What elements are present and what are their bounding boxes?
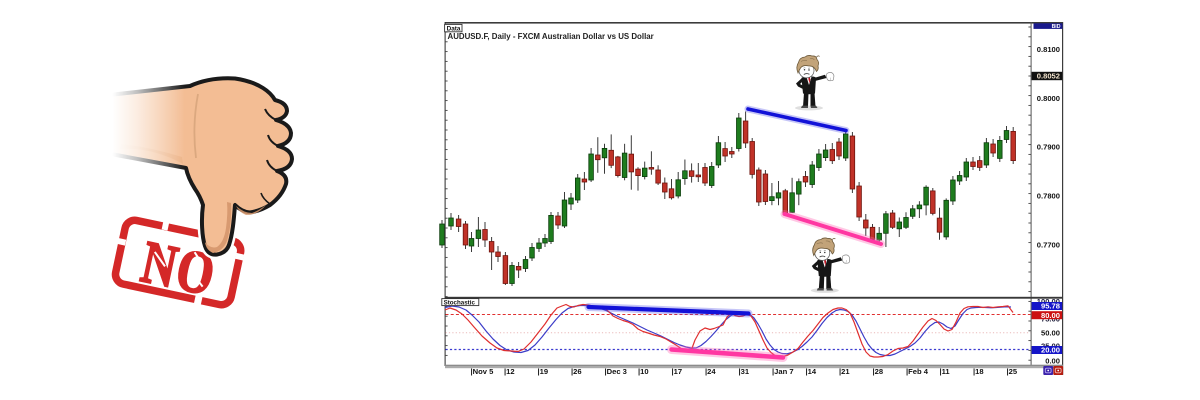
svg-text:|21: |21 [839, 367, 850, 376]
svg-text:|Nov 5: |Nov 5 [471, 367, 495, 376]
svg-text:Data: Data [447, 25, 461, 32]
svg-text:|19: |19 [538, 367, 549, 376]
svg-text:|12: |12 [504, 367, 515, 376]
svg-text:100.00: 100.00 [1037, 297, 1060, 306]
svg-text:|17: |17 [672, 367, 683, 376]
svg-text:|26: |26 [571, 367, 582, 376]
svg-text:Stochastic: Stochastic [444, 299, 476, 306]
svg-text:80.00: 80.00 [1041, 311, 1060, 320]
svg-text:0.7700: 0.7700 [1037, 241, 1060, 250]
svg-text:|18: |18 [973, 367, 984, 376]
svg-text:|14: |14 [806, 367, 817, 376]
svg-text:0.8052: 0.8052 [1037, 72, 1060, 81]
svg-text:|25: |25 [1007, 367, 1018, 376]
svg-text:|Dec 3: |Dec 3 [605, 367, 627, 376]
svg-text:|Jan 7: |Jan 7 [772, 367, 794, 376]
svg-text:0.00: 0.00 [1045, 356, 1060, 365]
svg-text:50.00: 50.00 [1041, 328, 1060, 337]
svg-text:|24: |24 [705, 367, 716, 376]
svg-text:0.7800: 0.7800 [1037, 192, 1060, 201]
svg-text:AUDUSD.F, Daily - FXCM Austral: AUDUSD.F, Daily - FXCM Australian Dollar… [448, 32, 654, 41]
svg-text:|11: |11 [940, 367, 951, 376]
svg-text:|28: |28 [873, 367, 884, 376]
svg-text:|10: |10 [638, 367, 649, 376]
svg-text:20.00: 20.00 [1041, 346, 1060, 355]
svg-text:BID: BID [1052, 24, 1061, 30]
svg-text:0.8000: 0.8000 [1037, 94, 1060, 103]
svg-text:0.7900: 0.7900 [1037, 143, 1060, 152]
svg-text:|31: |31 [739, 367, 750, 376]
svg-text:0.8100: 0.8100 [1037, 45, 1060, 54]
svg-text:95.78: 95.78 [1041, 302, 1060, 311]
svg-text:|Feb 4: |Feb 4 [906, 367, 929, 376]
